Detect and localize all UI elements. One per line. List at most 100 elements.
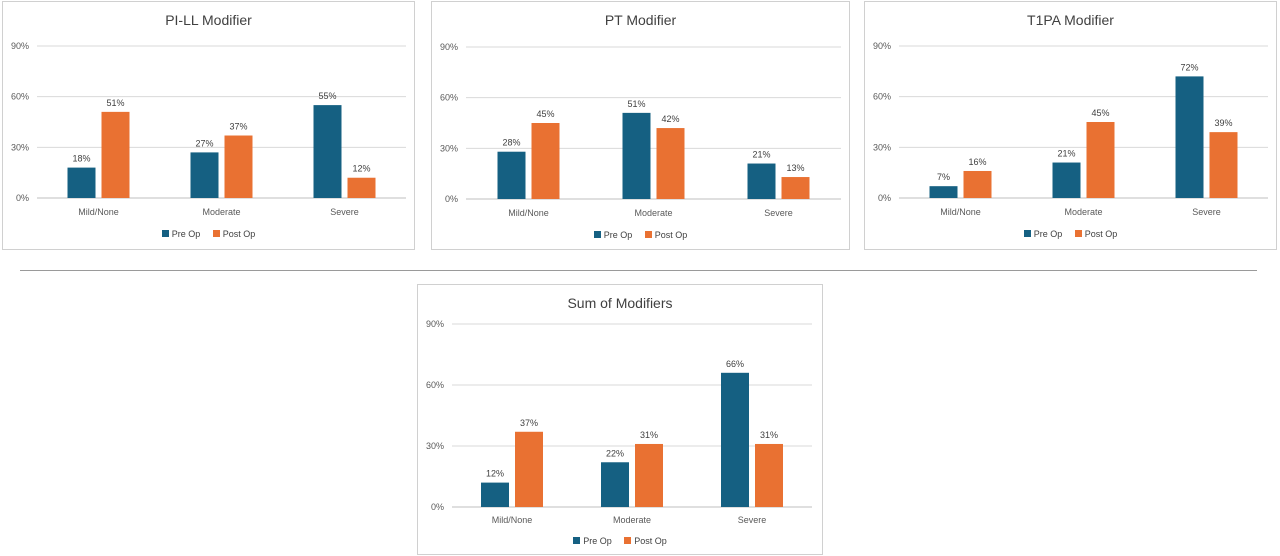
legend-swatch-post-op xyxy=(212,230,220,237)
legend-item-post-op: Post Op xyxy=(1074,229,1118,239)
category-label-mild-none: Mild/None xyxy=(940,207,981,217)
section-divider xyxy=(20,270,1257,271)
bar-pre-op-severe xyxy=(747,163,776,199)
legend: Pre Op Post Op xyxy=(418,536,822,546)
bar-post-op-moderate xyxy=(635,443,663,507)
legend-swatch-post-op xyxy=(1074,230,1082,237)
data-label-pre-op-severe: 55% xyxy=(318,91,336,101)
legend-item-post-op: Post Op xyxy=(624,536,667,546)
legend-label: Post Op xyxy=(634,536,667,546)
legend-label: Post Op xyxy=(222,229,256,239)
legend-swatch-post-op xyxy=(644,231,652,238)
data-label-post-op-moderate: 31% xyxy=(640,430,658,440)
bar-post-op-severe xyxy=(347,177,376,198)
data-label-pre-op-severe: 66% xyxy=(726,359,744,369)
data-label-pre-op-moderate: 21% xyxy=(1057,149,1075,159)
legend-item-post-op: Post Op xyxy=(644,230,688,240)
bar-pre-op-mild-none xyxy=(929,186,958,198)
bar-pre-op-moderate xyxy=(601,462,629,507)
bar-chart-t1pa: 0% 30% 60% 90% 7% 16% Mild/None 21% 45% Moderate 7… xyxy=(873,41,1268,217)
chart-panel-sum: Sum of Modifiers 0% 30% 60% 90% 12% 37% Mild/N… xyxy=(417,284,823,555)
data-label-pre-op-mild-none: 18% xyxy=(72,154,90,164)
bar-post-op-moderate xyxy=(1086,122,1115,198)
legend-label: Post Op xyxy=(1084,229,1118,239)
category-label-severe: Severe xyxy=(738,515,767,525)
y-tick-label: 30% xyxy=(440,143,458,153)
bar-post-op-moderate xyxy=(224,135,253,198)
data-label-pre-op-moderate: 22% xyxy=(606,448,624,458)
legend-label: Pre Op xyxy=(583,536,612,546)
y-tick-label: 0% xyxy=(431,502,444,512)
y-tick-label: 30% xyxy=(426,441,444,451)
bar-post-op-mild-none xyxy=(515,431,543,507)
y-tick-label: 60% xyxy=(11,92,29,102)
y-tick-label: 90% xyxy=(440,42,458,52)
data-label-pre-op-moderate: 27% xyxy=(195,138,213,148)
data-label-post-op-severe: 12% xyxy=(352,164,370,174)
data-label-pre-op-mild-none: 28% xyxy=(502,138,520,148)
legend-item-post-op: Post Op xyxy=(212,229,256,239)
category-label-moderate: Moderate xyxy=(1064,207,1102,217)
legend-label: Pre Op xyxy=(171,229,201,239)
legend-item-pre-op: Pre Op xyxy=(1023,229,1063,239)
legend-label: Post Op xyxy=(654,230,688,240)
chart-title: Sum of Modifiers xyxy=(567,295,673,311)
bar-pre-op-moderate xyxy=(622,112,651,199)
legend: Pre Op Post Op xyxy=(3,229,414,239)
bar-pre-op-severe xyxy=(1175,76,1204,198)
legend-item-pre-op: Pre Op xyxy=(161,229,201,239)
category-label-severe: Severe xyxy=(1192,207,1221,217)
y-tick-label: 0% xyxy=(445,194,458,204)
data-label-post-op-mild-none: 37% xyxy=(520,418,538,428)
bar-pre-op-moderate xyxy=(190,152,219,198)
category-label-moderate: Moderate xyxy=(634,208,672,218)
data-label-pre-op-severe: 72% xyxy=(1180,62,1198,72)
data-label-post-op-severe: 39% xyxy=(1214,118,1232,128)
legend: Pre Op Post Op xyxy=(432,230,849,240)
legend-swatch-pre-op xyxy=(573,537,581,544)
legend-swatch-post-op xyxy=(624,537,632,544)
data-label-post-op-mild-none: 51% xyxy=(106,98,124,108)
category-label-mild-none: Mild/None xyxy=(78,207,119,217)
y-tick-label: 60% xyxy=(440,93,458,103)
data-label-post-op-moderate: 42% xyxy=(661,114,679,124)
data-label-post-op-mild-none: 16% xyxy=(968,157,986,167)
chart-panel-pt: PT Modifier 0% 30% 60% 90% 28% 45% Mild/None 51… xyxy=(431,1,850,250)
data-label-post-op-moderate: 45% xyxy=(1091,108,1109,118)
bar-chart-sum: 0% 30% 60% 90% 12% 37% Mild/None 22% 31% Moderate… xyxy=(426,319,812,525)
bar-post-op-mild-none xyxy=(101,111,130,198)
category-label-moderate: Moderate xyxy=(202,207,240,217)
bar-pre-op-moderate xyxy=(1052,162,1081,198)
y-tick-label: 0% xyxy=(16,193,29,203)
category-label-moderate: Moderate xyxy=(613,515,651,525)
legend-swatch-pre-op xyxy=(161,230,169,237)
bar-post-op-severe xyxy=(1209,132,1238,198)
y-tick-label: 90% xyxy=(11,41,29,51)
bar-post-op-severe xyxy=(781,177,810,199)
data-label-pre-op-moderate: 51% xyxy=(627,99,645,109)
data-label-pre-op-severe: 21% xyxy=(752,150,770,160)
bar-post-op-mild-none xyxy=(963,170,992,198)
legend-swatch-pre-op xyxy=(593,231,601,238)
data-label-post-op-moderate: 37% xyxy=(229,122,247,132)
data-label-post-op-mild-none: 45% xyxy=(536,109,554,119)
data-label-pre-op-mild-none: 12% xyxy=(486,469,504,479)
y-tick-label: 0% xyxy=(878,193,891,203)
chart-title: T1PA Modifier xyxy=(1027,12,1114,28)
y-tick-label: 90% xyxy=(426,319,444,329)
legend: Pre Op Post Op xyxy=(865,229,1276,239)
data-label-post-op-severe: 31% xyxy=(760,430,778,440)
category-label-severe: Severe xyxy=(330,207,359,217)
legend-label: Pre Op xyxy=(1033,229,1063,239)
legend-item-pre-op: Pre Op xyxy=(593,230,632,240)
bar-chart-pi-ll: 0% 30% 60% 90% 18% 51% Mild/None 27% 37% Moderate… xyxy=(11,41,406,217)
y-tick-label: 30% xyxy=(11,142,29,152)
data-label-post-op-severe: 13% xyxy=(786,163,804,173)
bar-pre-op-severe xyxy=(313,105,342,198)
bar-post-op-severe xyxy=(755,443,783,507)
category-label-mild-none: Mild/None xyxy=(492,515,533,525)
legend-swatch-pre-op xyxy=(1023,230,1031,237)
category-label-severe: Severe xyxy=(764,208,793,218)
chart-panel-pi-ll: PI-LL Modifier 0% 30% 60% 90% 18% 51% Mild/Non… xyxy=(2,1,415,250)
bar-pre-op-mild-none xyxy=(497,151,526,199)
